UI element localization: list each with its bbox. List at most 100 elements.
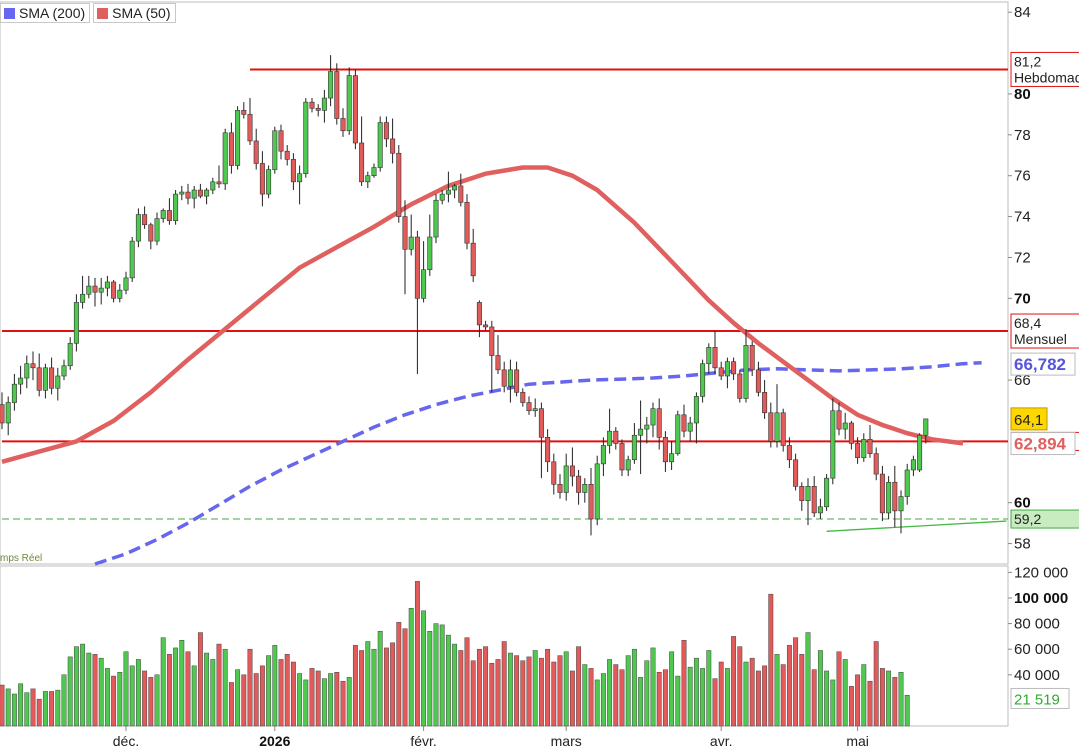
candle[interactable]: [309, 98, 315, 113]
volume-bar[interactable]: [408, 607, 414, 727]
candle[interactable]: [848, 420, 854, 450]
candle[interactable]: [179, 185, 185, 201]
volume-bar[interactable]: [55, 689, 61, 727]
candle[interactable]: [241, 102, 247, 119]
volume-bar[interactable]: [848, 686, 854, 727]
candle[interactable]: [18, 365, 24, 395]
volume-bar[interactable]: [892, 677, 898, 727]
candle[interactable]: [867, 425, 873, 458]
candle[interactable]: [359, 116, 365, 186]
volume-bar[interactable]: [365, 641, 371, 727]
candle[interactable]: [923, 418, 929, 444]
volume-bar[interactable]: [656, 671, 662, 727]
volume-bar[interactable]: [774, 654, 780, 727]
candle[interactable]: [470, 228, 476, 282]
volume-bar[interactable]: [749, 657, 755, 727]
volume-bar[interactable]: [42, 691, 48, 727]
volume-bar[interactable]: [687, 666, 693, 727]
volume-bar[interactable]: [538, 657, 544, 727]
candle[interactable]: [774, 384, 780, 448]
candle[interactable]: [290, 153, 296, 191]
candle[interactable]: [817, 498, 823, 520]
candle[interactable]: [142, 206, 148, 229]
candle[interactable]: [414, 230, 420, 374]
candle[interactable]: [681, 404, 687, 438]
volume-bar[interactable]: [117, 671, 123, 727]
candle[interactable]: [507, 359, 513, 403]
candlesticks[interactable]: [0, 55, 929, 536]
candle[interactable]: [284, 145, 290, 166]
candle[interactable]: [377, 116, 383, 172]
volume-bar[interactable]: [166, 654, 172, 727]
volume-bar[interactable]: [421, 610, 427, 727]
candle[interactable]: [185, 183, 191, 205]
volume-bar[interactable]: [861, 664, 867, 727]
candle[interactable]: [197, 183, 203, 199]
candle[interactable]: [476, 300, 482, 338]
volume-bar[interactable]: [762, 665, 768, 727]
candle[interactable]: [346, 67, 352, 135]
volume-bar[interactable]: [340, 680, 346, 727]
volume-bar[interactable]: [272, 645, 278, 727]
volume-bar[interactable]: [743, 661, 749, 727]
volume-bar[interactable]: [253, 673, 259, 727]
candle[interactable]: [191, 185, 197, 209]
volume-bar[interactable]: [123, 651, 129, 727]
candle[interactable]: [148, 222, 154, 250]
candle[interactable]: [625, 455, 631, 477]
volume-bar[interactable]: [458, 650, 464, 727]
volume-bar[interactable]: [179, 639, 185, 727]
candle[interactable]: [569, 447, 575, 487]
candle[interactable]: [638, 400, 644, 475]
candle[interactable]: [551, 453, 557, 495]
candle[interactable]: [743, 328, 749, 403]
volume-bar[interactable]: [266, 655, 272, 727]
volume-bar[interactable]: [514, 655, 520, 727]
volume-bar[interactable]: [235, 669, 241, 727]
candle[interactable]: [793, 453, 799, 491]
volume-bar[interactable]: [315, 670, 321, 727]
volume-bar[interactable]: [526, 656, 532, 727]
volume-bar[interactable]: [582, 664, 588, 727]
candle[interactable]: [5, 396, 11, 436]
volume-bar[interactable]: [185, 651, 191, 727]
volume-bar[interactable]: [607, 659, 613, 727]
volume-bar[interactable]: [154, 674, 160, 727]
volume-bar[interactable]: [551, 661, 557, 727]
volume-bar[interactable]: [681, 639, 687, 727]
candle[interactable]: [321, 89, 327, 123]
volume-bar[interactable]: [594, 679, 600, 727]
volume-bar[interactable]: [600, 673, 606, 727]
volume-bar[interactable]: [464, 637, 470, 727]
candle[interactable]: [253, 128, 259, 170]
volume-bar[interactable]: [644, 660, 650, 727]
volume-bar[interactable]: [216, 643, 222, 727]
candle[interactable]: [799, 482, 805, 511]
volume-bar[interactable]: [855, 674, 861, 727]
candle[interactable]: [340, 108, 346, 137]
candle[interactable]: [235, 106, 241, 170]
candle[interactable]: [700, 359, 706, 403]
candle[interactable]: [396, 145, 402, 223]
candle[interactable]: [247, 98, 253, 146]
volume-bar[interactable]: [842, 659, 848, 727]
volume-bar[interactable]: [557, 655, 563, 727]
volume-bar[interactable]: [545, 648, 551, 727]
candle[interactable]: [49, 357, 55, 395]
volume-bar[interactable]: [532, 650, 538, 727]
candle[interactable]: [67, 337, 73, 370]
volume-bar[interactable]: [489, 663, 495, 727]
volume-bar[interactable]: [724, 668, 730, 727]
volume-bar[interactable]: [731, 636, 737, 727]
volume-bar[interactable]: [160, 637, 166, 727]
candle[interactable]: [173, 190, 179, 225]
candle[interactable]: [755, 361, 761, 397]
volume-bar[interactable]: [328, 673, 334, 727]
candle[interactable]: [576, 469, 582, 505]
candle[interactable]: [352, 69, 358, 150]
volume-bar[interactable]: [805, 632, 811, 727]
candle[interactable]: [650, 402, 656, 438]
volume-bar[interactable]: [222, 648, 228, 727]
candle[interactable]: [135, 208, 141, 248]
